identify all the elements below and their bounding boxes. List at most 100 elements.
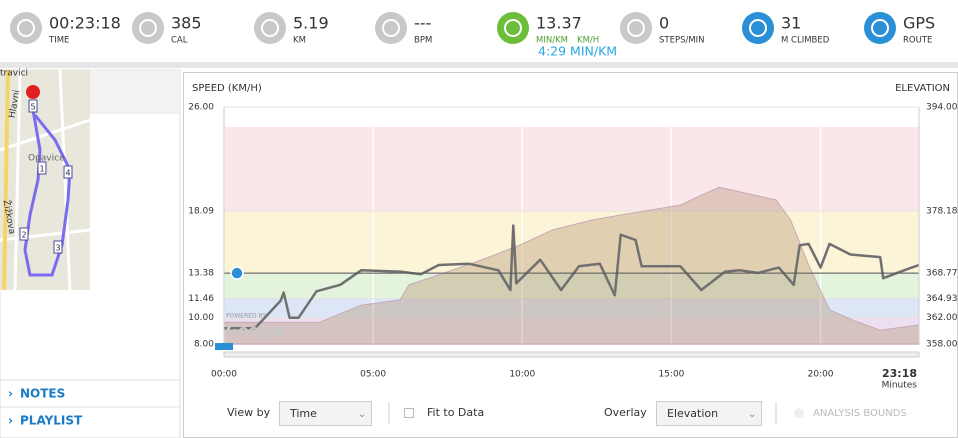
- map-label: Hlavni: [8, 89, 23, 119]
- y2-tick-label: 368.77: [926, 269, 958, 279]
- map-marker: [37, 161, 47, 175]
- x-unit: Minutes: [882, 381, 918, 391]
- map-marker: [28, 99, 38, 113]
- header-shadow: [0, 62, 958, 68]
- stat-icon-inner: [627, 19, 645, 37]
- stat-icon: [864, 12, 896, 44]
- view-by-value: Time: [289, 407, 317, 420]
- stat-icon-inner: [261, 19, 279, 37]
- stat-icon: [497, 12, 529, 44]
- scrollbar[interactable]: [223, 351, 920, 358]
- map-label: Opavice: [28, 154, 65, 164]
- map-marker-label: 5: [30, 103, 35, 112]
- map-marker: [53, 240, 63, 254]
- x-tick-label: 00:00: [211, 370, 237, 380]
- stat-icon: [742, 12, 774, 44]
- x-tick-label: 10:00: [509, 370, 535, 380]
- stat-icon-inner: [382, 19, 400, 37]
- stat-label: KM: [293, 36, 306, 46]
- stat-icon-inner: [504, 19, 522, 37]
- stat-icon: [254, 12, 286, 44]
- x-tick-label: 20:00: [808, 370, 834, 380]
- stat-icon-inner: [749, 19, 767, 37]
- y2-axis-label: ELEVATION: [895, 83, 950, 94]
- overlay-label: Overlay: [604, 406, 647, 419]
- map-pin: [26, 85, 40, 99]
- stat-value: ---: [414, 14, 431, 33]
- stat-unit: MIN/KM: [536, 36, 568, 46]
- stat-icon-inner: [17, 19, 35, 37]
- playlist-arrow: ›: [8, 414, 13, 428]
- stat-label: STEPS/MIN: [659, 36, 705, 46]
- bounds-toggle[interactable]: [794, 408, 804, 418]
- map-marker: [63, 165, 73, 179]
- watermark-logo: Google: [226, 322, 285, 340]
- overlay-select[interactable]: [656, 401, 762, 426]
- watermark: POWERED BY: [226, 313, 266, 320]
- map-marker-label: 4: [65, 169, 70, 178]
- stat-value: 0: [659, 14, 669, 33]
- map-marker: [19, 227, 29, 241]
- map-marker-label: 2: [21, 231, 26, 240]
- y-tick-label: 26.00: [188, 103, 214, 113]
- fit-checkbox[interactable]: [404, 408, 414, 418]
- elevation-area: [223, 186, 920, 345]
- average-marker: [230, 266, 244, 280]
- y-tick-label: 13.38: [188, 269, 214, 279]
- playlist-link[interactable]: PLAYLIST: [20, 414, 83, 428]
- y2-tick-label: 362.00: [926, 313, 958, 323]
- overlay-value: Elevation: [667, 407, 718, 420]
- map-road: [0, 69, 91, 291]
- y2-tick-label: 394.00: [926, 103, 958, 113]
- sidebar-tab: [90, 70, 180, 114]
- y2-tick-label: 358.00: [926, 340, 958, 350]
- stat-icon-inner: [871, 19, 889, 37]
- y-tick-label: 18.09: [188, 207, 214, 217]
- stat-sub: 4:29 MIN/KM: [538, 44, 617, 59]
- stat-value: 00:23:18: [49, 14, 121, 33]
- y-tick-label: 10.00: [188, 313, 214, 323]
- map-marker-label: 3: [55, 244, 60, 253]
- y-axis-label: SPEED (KM/H): [192, 83, 262, 94]
- stat-icon-inner: [139, 19, 157, 37]
- stat-value: 5.19: [293, 14, 329, 33]
- view-by-label: View by: [227, 406, 271, 419]
- stat-label: CAL: [171, 36, 188, 46]
- stats: 00:23:18 TIME 385 CAL 5.19 KM --- BPM 13.37 MIN/K…: [10, 12, 935, 59]
- y2-tick-label: 378.18: [926, 207, 958, 217]
- x-tick-label: 15:00: [658, 370, 684, 380]
- stat-label: ROUTE: [903, 36, 932, 46]
- stat-label: BPM: [414, 36, 432, 46]
- route: [23, 109, 72, 277]
- zones: [224, 127, 919, 345]
- stat-icon: [132, 12, 164, 44]
- stat-value: 31: [781, 14, 801, 33]
- x-tick-label: 05:00: [360, 370, 386, 380]
- notes-arrow: ›: [8, 387, 13, 401]
- stat-value: 13.37: [536, 14, 582, 33]
- x-tick-label: 23:18: [882, 367, 917, 380]
- select-arrow: ⌄: [358, 409, 366, 420]
- stat-label: TIME: [48, 36, 69, 46]
- view-by-select[interactable]: [279, 401, 372, 426]
- fit-label: Fit to Data: [427, 406, 484, 419]
- stat-value: 385: [171, 14, 202, 33]
- map-road: [2, 69, 10, 291]
- speed-line: [224, 224, 920, 330]
- map-marker-label: 1: [39, 165, 44, 174]
- y2-tick-label: 364.93: [926, 294, 958, 304]
- stat-value: GPS: [903, 14, 935, 33]
- stat-icon: [620, 12, 652, 44]
- stat-icon: [10, 12, 42, 44]
- stat-icon: [375, 12, 407, 44]
- y-tick-label: 8.00: [194, 340, 214, 350]
- scroll-handle[interactable]: [215, 343, 233, 350]
- select-arrow: ⌄: [748, 409, 756, 420]
- y-tick-label: 11.46: [188, 294, 214, 304]
- bounds-label: ANALYSIS BOUNDS: [813, 408, 907, 419]
- notes-link[interactable]: NOTES: [20, 387, 65, 401]
- stat-label: M CLIMBED: [781, 36, 830, 46]
- stat-unit: KM/H: [577, 36, 599, 46]
